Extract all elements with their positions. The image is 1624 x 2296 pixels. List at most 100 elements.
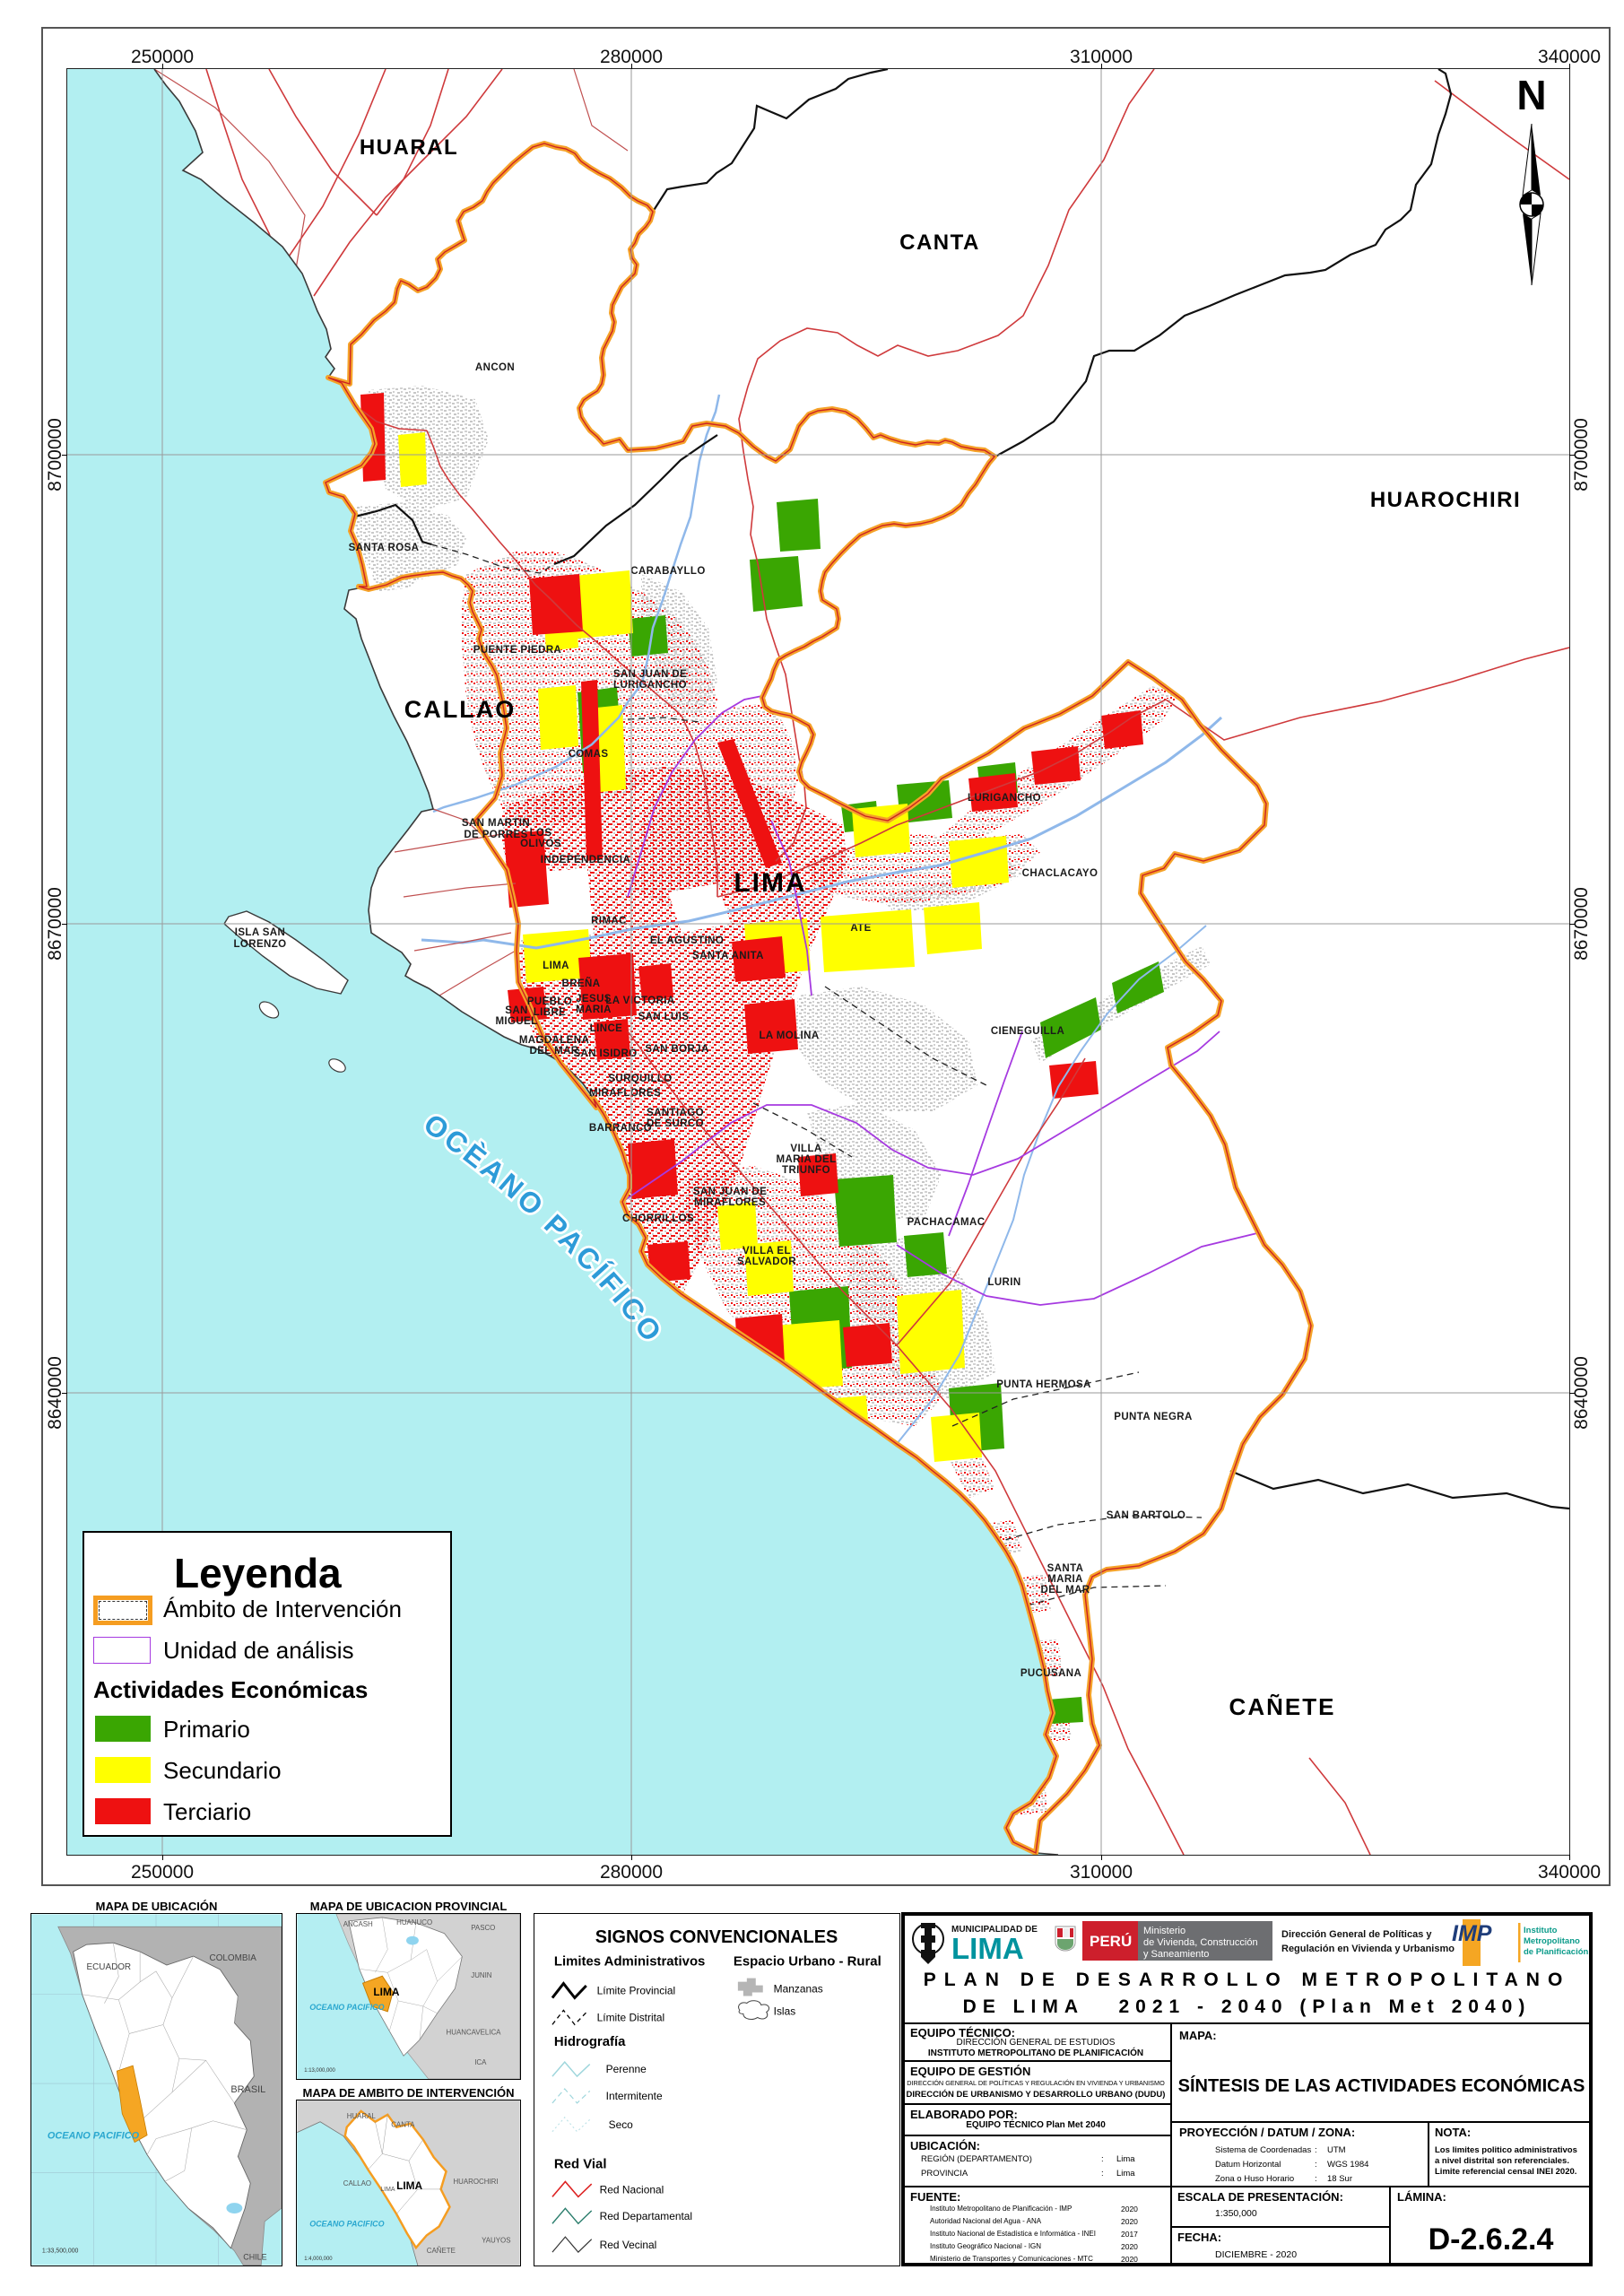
svg-text:CANTA: CANTA	[899, 230, 980, 255]
svg-text:LINCE: LINCE	[590, 1023, 623, 1034]
svg-text:TRIUNFO: TRIUNFO	[782, 1165, 830, 1176]
svg-text:SAN: SAN	[505, 1005, 527, 1016]
svg-text:PUENTE PIEDRA: PUENTE PIEDRA	[473, 645, 562, 656]
svg-text:LURIGANCHO: LURIGANCHO	[613, 680, 687, 691]
svg-text:LA MOLINA: LA MOLINA	[759, 1031, 819, 1041]
svg-text:Islas: Islas	[774, 2005, 796, 2017]
svg-text:DEL MAR: DEL MAR	[530, 1046, 579, 1057]
svg-text:SAN BORJA: SAN BORJA	[645, 1044, 708, 1055]
svg-text:INDEPENDENCIA: INDEPENDENCIA	[541, 855, 630, 865]
svg-text:Instituto: Instituto	[1524, 1926, 1558, 1935]
svg-text:SANTA ROSA: SANTA ROSA	[349, 543, 420, 553]
svg-text:VILLA: VILLA	[790, 1144, 821, 1154]
svg-text:SIGNOS CONVENCIONALES: SIGNOS CONVENCIONALES	[595, 1927, 838, 1947]
svg-text:de Vivienda, Construcción: de Vivienda, Construcción	[1143, 1937, 1258, 1948]
svg-text:OCEANO PACIFICO: OCEANO PACIFICO	[309, 2003, 384, 2012]
svg-text:SAN BARTOLO: SAN BARTOLO	[1107, 1510, 1186, 1521]
svg-text:LIMA: LIMA	[396, 2179, 422, 2192]
svg-text:de Planificación: de Planificación	[1524, 1947, 1589, 1957]
svg-text:MUNICIPALIDAD DE: MUNICIPALIDAD DE	[951, 1925, 1038, 1935]
svg-text:ANCASH: ANCASH	[343, 1920, 373, 1928]
svg-text:SALVADOR: SALVADOR	[737, 1257, 796, 1267]
svg-text:CAÑETE: CAÑETE	[1229, 1693, 1336, 1720]
svg-text:Limites Administrativos: Limites Administrativos	[554, 1954, 705, 1970]
svg-text:LOS: LOS	[530, 828, 552, 839]
svg-text:HUARAL: HUARAL	[347, 2112, 377, 2120]
svg-text:SANTIAGO: SANTIAGO	[647, 1108, 704, 1118]
svg-text:CHACLACAYO: CHACLACAYO	[1022, 868, 1099, 879]
svg-text:OCEANO PACIFICO: OCEANO PACIFICO	[309, 2219, 384, 2228]
svg-text:MARIA: MARIA	[1047, 1574, 1083, 1585]
svg-text:COLOMBIA: COLOMBIA	[210, 1953, 257, 1963]
svg-text:Dirección General de Políticas: Dirección General de Políticas y	[1281, 1929, 1432, 1940]
svg-text:HUARAL: HUARAL	[360, 135, 458, 160]
svg-text:CARABAYLLO: CARABAYLLO	[630, 566, 705, 577]
svg-text:LIMA: LIMA	[734, 868, 806, 898]
svg-text:1:13,000,000: 1:13,000,000	[304, 2068, 335, 2074]
svg-text:Espacio Urbano - Rural: Espacio Urbano - Rural	[734, 1954, 881, 1970]
svg-text:JESUS: JESUS	[576, 994, 612, 1004]
svg-text:N: N	[1516, 72, 1546, 118]
svg-text:OCEANO PACIFICO: OCEANO PACIFICO	[48, 2131, 140, 2142]
svg-text:ATE: ATE	[850, 923, 871, 934]
svg-text:LIBRE: LIBRE	[534, 1007, 567, 1018]
svg-text:ANCON: ANCON	[475, 362, 515, 373]
svg-text:YAUYOS: YAUYOS	[482, 2236, 510, 2244]
svg-text:SURQUILLO: SURQUILLO	[608, 1074, 672, 1084]
svg-text:Red Departamental: Red Departamental	[600, 2210, 692, 2222]
svg-text:Límite Provincial: Límite Provincial	[597, 1985, 675, 1997]
svg-text:Red Vial: Red Vial	[554, 2157, 607, 2172]
svg-text:LIMA: LIMA	[380, 2187, 395, 2193]
svg-text:Red Vecinal: Red Vecinal	[600, 2239, 657, 2251]
svg-text:MAGDALENA: MAGDALENA	[519, 1035, 589, 1046]
svg-text:LORENZO: LORENZO	[233, 939, 286, 950]
svg-text:y Saneamiento: y Saneamiento	[1143, 1949, 1209, 1960]
svg-text:CIENEGUILLA: CIENEGUILLA	[991, 1026, 1064, 1037]
svg-text:LIMA: LIMA	[373, 1986, 399, 1998]
svg-text:CALLAO: CALLAO	[343, 2179, 371, 2187]
svg-text:PASCO: PASCO	[471, 1924, 495, 1932]
svg-text:LIMA: LIMA	[951, 1932, 1024, 1965]
svg-text:SAN MARTIN: SAN MARTIN	[462, 818, 530, 829]
svg-text:PUEBLO: PUEBLO	[527, 996, 572, 1007]
svg-text:JUNIN: JUNIN	[471, 1971, 492, 1979]
svg-text:Perenne: Perenne	[606, 2063, 647, 2075]
svg-text:Regulación en Vivienda y Urban: Regulación en Vivienda y Urbanismo	[1281, 1944, 1455, 1954]
svg-text:1:33,500,000: 1:33,500,000	[42, 2248, 79, 2255]
svg-text:RIMAC: RIMAC	[591, 916, 627, 926]
svg-text:Seco: Seco	[609, 2118, 634, 2131]
svg-text:Intermitente: Intermitente	[606, 2090, 663, 2102]
svg-text:HUAROCHIRI: HUAROCHIRI	[1370, 488, 1521, 512]
svg-text:DE PORRES: DE PORRES	[464, 830, 527, 840]
svg-text:CAÑETE: CAÑETE	[427, 2247, 456, 2255]
svg-text:LA VICTORIA: LA VICTORIA	[605, 996, 674, 1006]
svg-text:SANTA: SANTA	[1047, 1563, 1084, 1574]
svg-text:CALLAO: CALLAO	[404, 696, 516, 723]
svg-text:CANTA: CANTA	[391, 2121, 415, 2129]
svg-text:HUANCAVELICA: HUANCAVELICA	[447, 2029, 502, 2037]
svg-text:Límite Distrital: Límite Distrital	[597, 2011, 665, 2023]
svg-text:SAN JUAN DE: SAN JUAN DE	[613, 669, 687, 680]
svg-text:Red Nacional: Red Nacional	[600, 2183, 664, 2196]
svg-text:HUANUCO: HUANUCO	[396, 1918, 432, 1926]
svg-text:SAN ISIDRO: SAN ISIDRO	[573, 1048, 637, 1059]
svg-text:VILLA EL: VILLA EL	[743, 1246, 791, 1257]
svg-text:PACHACAMAC: PACHACAMAC	[908, 1217, 986, 1228]
svg-text:PUNTA NEGRA: PUNTA NEGRA	[1114, 1412, 1192, 1422]
svg-text:LURIGANCHO: LURIGANCHO	[968, 793, 1041, 804]
svg-text:IMP: IMP	[1452, 1921, 1492, 1946]
svg-text:MARIA: MARIA	[576, 1004, 612, 1015]
svg-text:Ministerio: Ministerio	[1143, 1926, 1185, 1936]
svg-text:PUCUSANA: PUCUSANA	[1020, 1668, 1081, 1679]
svg-text:SANTA ANITA: SANTA ANITA	[692, 951, 764, 961]
svg-text:MIGUEL: MIGUEL	[495, 1016, 537, 1027]
svg-text:BARRANCO: BARRANCO	[589, 1123, 652, 1134]
svg-text:CHORRILLOS: CHORRILLOS	[622, 1213, 694, 1224]
svg-text:BRASIL: BRASIL	[230, 2084, 265, 2095]
svg-text:CHILE: CHILE	[243, 2253, 266, 2262]
svg-text:EL AGUSTINO: EL AGUSTINO	[650, 935, 724, 946]
svg-text:SAN LUIS: SAN LUIS	[638, 1012, 690, 1022]
svg-text:ECUADOR: ECUADOR	[87, 1962, 132, 1972]
svg-text:HUAROCHIRI: HUAROCHIRI	[453, 2178, 498, 2186]
svg-text:Metropolitano: Metropolitano	[1524, 1936, 1580, 1946]
